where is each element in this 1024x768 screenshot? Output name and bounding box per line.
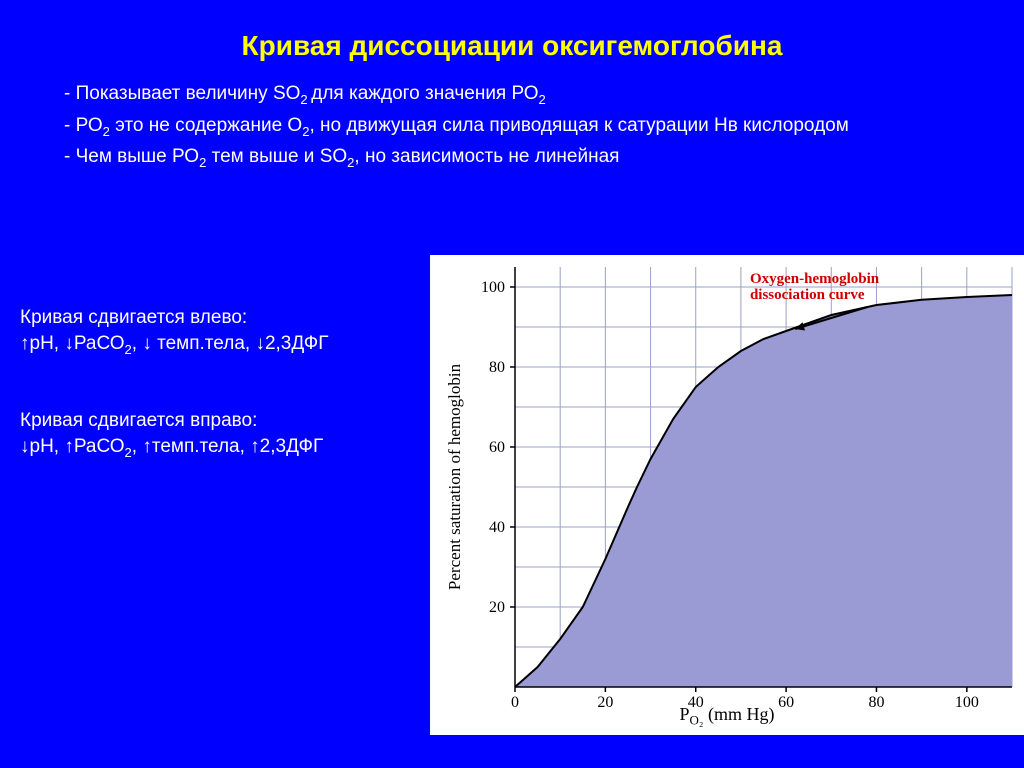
svg-text:dissociation curve: dissociation curve [750, 287, 865, 303]
chart-panel: 02040608010020406080100Percent saturatio… [430, 255, 1024, 735]
left-notes: Кривая сдвигается влево: ↑рН, ↓РаСО2, ↓ … [20, 305, 400, 511]
svg-text:Oxygen-hemoglobin: Oxygen-hemoglobin [750, 271, 880, 287]
shift-right-block: Кривая сдвигается вправо: ↓рН, ↑РаСО2, ↑… [20, 408, 400, 461]
page-title: Кривая диссоциации оксигемоглобина [0, 0, 1024, 80]
dissociation-chart: 02040608010020406080100Percent saturatio… [515, 267, 1012, 687]
bullet-2: - РО2 это не содержание О2, но движущая … [64, 112, 974, 142]
svg-text:60: 60 [489, 439, 505, 456]
svg-text:20: 20 [489, 599, 505, 616]
shift-left-block: Кривая сдвигается влево: ↑рН, ↓РаСО2, ↓ … [20, 305, 400, 358]
bullets: - Показывает величину SO2 для каждого зн… [0, 80, 1024, 173]
x-axis-label: PO₂ (mm Hg) [430, 704, 1024, 729]
svg-text:100: 100 [481, 279, 505, 296]
svg-text:40: 40 [489, 519, 505, 536]
svg-text:80: 80 [489, 359, 505, 376]
bullet-1: - Показывает величину SO2 для каждого зн… [64, 80, 974, 110]
svg-text:Percent saturation of hemoglob: Percent saturation of hemoglobin [445, 363, 464, 590]
bullet-3: - Чем выше РО2 тем выше и SO2, но зависи… [64, 143, 974, 173]
